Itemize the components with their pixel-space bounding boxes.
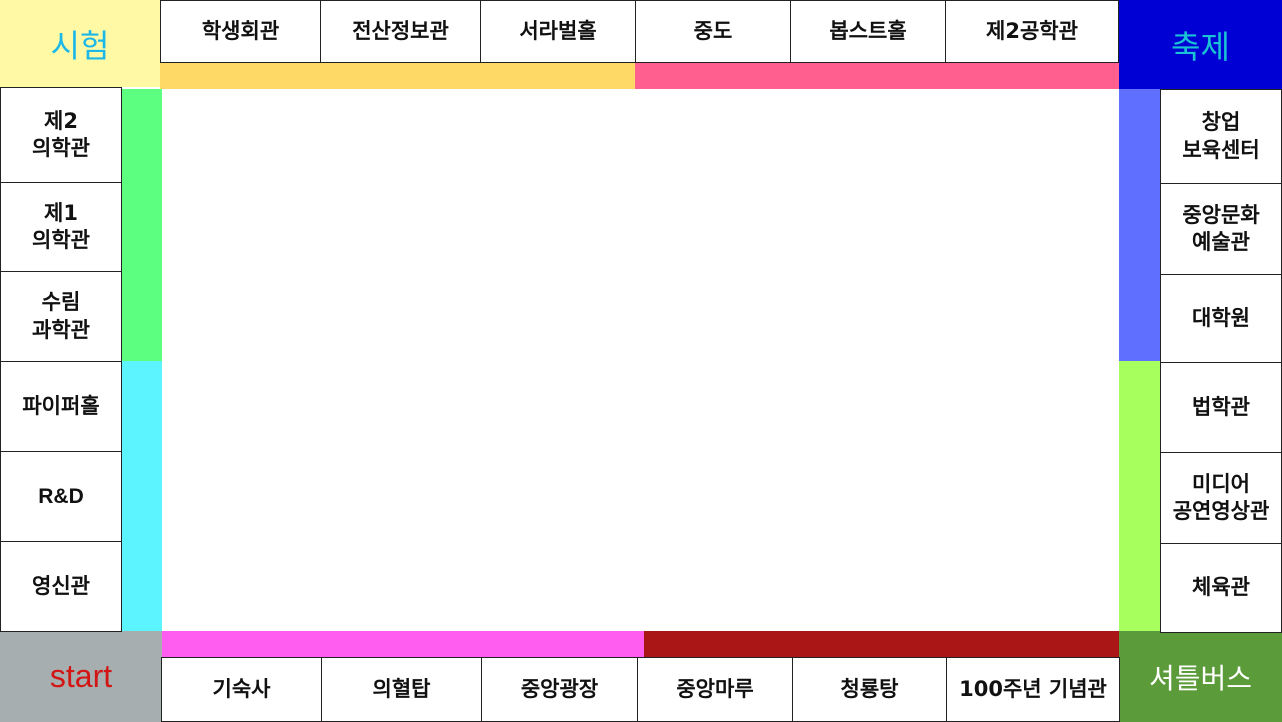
space-label: 제1 의학관 xyxy=(32,200,90,252)
space-top-5[interactable]: 봅스트홀 xyxy=(790,0,946,63)
space-label: 창업 보육센터 xyxy=(1182,110,1260,162)
space-bottom-5[interactable]: 청룡탕 xyxy=(792,657,947,722)
space-label: 100주년 기념관 xyxy=(959,676,1107,701)
space-bottom-4[interactable]: 중앙마루 xyxy=(637,657,793,722)
space-label: 중앙광장 xyxy=(520,676,599,701)
space-label: 서라벌홀 xyxy=(519,18,597,43)
space-top-3[interactable]: 서라벌홀 xyxy=(480,0,636,63)
space-right-3[interactable]: 대학원 xyxy=(1160,274,1282,363)
space-left-3[interactable]: 수림 과학관 xyxy=(0,271,122,362)
space-right-6[interactable]: 체육관 xyxy=(1160,543,1282,633)
corner-start[interactable]: start xyxy=(0,631,162,722)
space-label: 청룡탕 xyxy=(840,676,899,701)
space-label: 봅스트홀 xyxy=(829,18,907,43)
space-right-4[interactable]: 법학관 xyxy=(1160,362,1282,453)
space-label: 제2공학관 xyxy=(986,18,1078,43)
space-label: 기숙사 xyxy=(212,676,271,701)
color-strip-top-left xyxy=(160,62,635,89)
color-strip-left-top xyxy=(121,89,162,361)
board-center xyxy=(162,89,1119,631)
space-label: 파이퍼홀 xyxy=(22,393,100,418)
space-right-5[interactable]: 미디어 공연영상관 xyxy=(1160,452,1282,544)
space-left-6[interactable]: 영신관 xyxy=(0,541,122,632)
corner-shuttle-bus-label: 셔틀버스 xyxy=(1148,661,1253,695)
space-left-1[interactable]: 제2 의학관 xyxy=(0,87,122,183)
corner-festival-label: 축제 xyxy=(1171,27,1230,66)
space-label: 중도 xyxy=(693,18,733,43)
space-label: 법학관 xyxy=(1192,394,1250,419)
space-label: 학생회관 xyxy=(201,18,280,43)
space-label: 중앙문화 예술관 xyxy=(1182,202,1260,254)
space-label: 수림 과학관 xyxy=(32,290,90,342)
color-strip-right-bottom xyxy=(1119,361,1160,631)
space-bottom-2[interactable]: 의혈탑 xyxy=(321,657,482,722)
space-label: 중앙마루 xyxy=(676,676,754,701)
space-bottom-3[interactable]: 중앙광장 xyxy=(481,657,638,722)
space-label: 제2 의학관 xyxy=(32,108,90,160)
color-strip-left-bottom xyxy=(121,361,162,631)
color-strip-right-top xyxy=(1119,89,1160,361)
space-top-6[interactable]: 제2공학관 xyxy=(945,0,1119,63)
corner-festival[interactable]: 축제 xyxy=(1119,0,1282,89)
space-bottom-6[interactable]: 100주년 기념관 xyxy=(946,657,1120,722)
corner-start-label: start xyxy=(49,658,113,694)
color-strip-bottom-right xyxy=(644,631,1119,658)
space-label: 의혈탑 xyxy=(372,676,431,701)
space-label: 미디어 공연영상관 xyxy=(1172,471,1270,523)
corner-exam-label: 시험 xyxy=(50,26,110,65)
space-top-2[interactable]: 전산정보관 xyxy=(320,0,481,63)
space-label: 대학원 xyxy=(1192,305,1250,330)
space-left-5[interactable]: R&D xyxy=(0,451,122,542)
corner-shuttle-bus[interactable]: 셔틀버스 xyxy=(1119,631,1282,722)
space-left-4[interactable]: 파이퍼홀 xyxy=(0,361,122,452)
space-left-2[interactable]: 제1 의학관 xyxy=(0,182,122,272)
space-right-2[interactable]: 중앙문화 예술관 xyxy=(1160,183,1282,275)
space-top-1[interactable]: 학생회관 xyxy=(160,0,321,63)
space-bottom-1[interactable]: 기숙사 xyxy=(161,657,322,722)
space-top-4[interactable]: 중도 xyxy=(635,0,791,63)
color-strip-top-right xyxy=(635,62,1119,89)
space-label: 체육관 xyxy=(1192,575,1250,600)
corner-exam[interactable]: 시험 xyxy=(0,0,160,87)
space-label: 영신관 xyxy=(32,573,90,598)
color-strip-bottom-left xyxy=(162,631,644,658)
space-label: 전산정보관 xyxy=(352,18,449,43)
space-label: R&D xyxy=(38,484,84,508)
space-right-1[interactable]: 창업 보육센터 xyxy=(1160,89,1282,184)
